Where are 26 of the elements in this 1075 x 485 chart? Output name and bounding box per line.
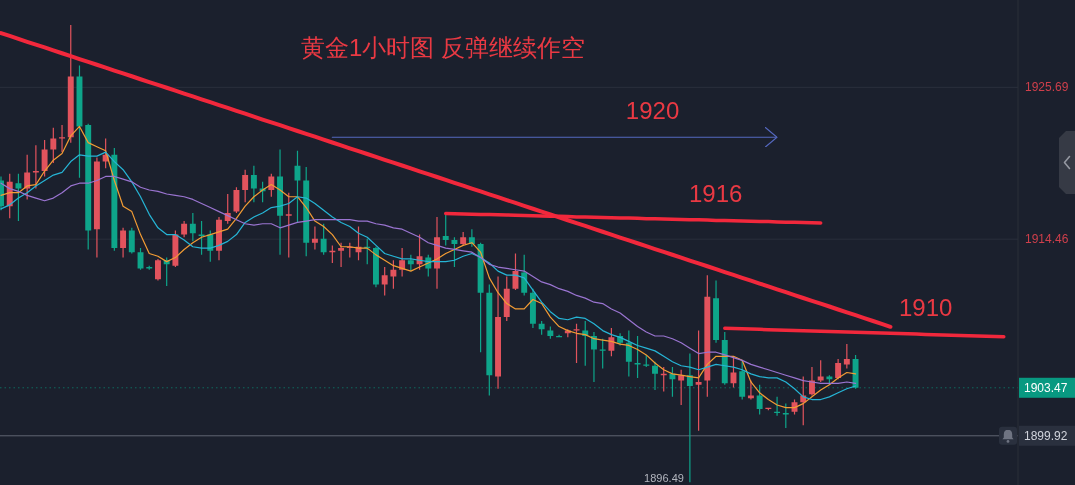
line-series: [723, 326, 1006, 339]
candlestick: [495, 276, 501, 389]
line-series: [0, 31, 893, 329]
candlestick: [311, 226, 318, 250]
candlestick: [434, 217, 440, 289]
candlestick: [774, 396, 781, 416]
line-series: [443, 211, 823, 225]
candlestick: [120, 227, 127, 258]
series-label: 1916: [689, 180, 743, 208]
series-label: 1920: [625, 97, 680, 125]
candlestick: [713, 280, 719, 343]
candlestick: [747, 380, 754, 400]
candlestick: [643, 354, 650, 368]
text: 黄金1小时图 反弹继续作空: [301, 34, 586, 61]
series-label: 1910: [898, 294, 953, 322]
y-tick-label: 1925.69: [1025, 80, 1069, 95]
y-tick-label: 1914.46: [1025, 232, 1069, 247]
annotation: 1896.49: [644, 472, 684, 484]
ref-line-label: 1899.92: [1024, 428, 1068, 443]
candlestick: [277, 149, 283, 255]
ref-line-label: 1903.47: [1024, 380, 1068, 395]
candlestick: [591, 331, 597, 382]
candlestick: [59, 125, 65, 153]
candlestick: [652, 361, 658, 391]
candlestick: [338, 242, 345, 268]
line-series: [0, 175, 857, 384]
